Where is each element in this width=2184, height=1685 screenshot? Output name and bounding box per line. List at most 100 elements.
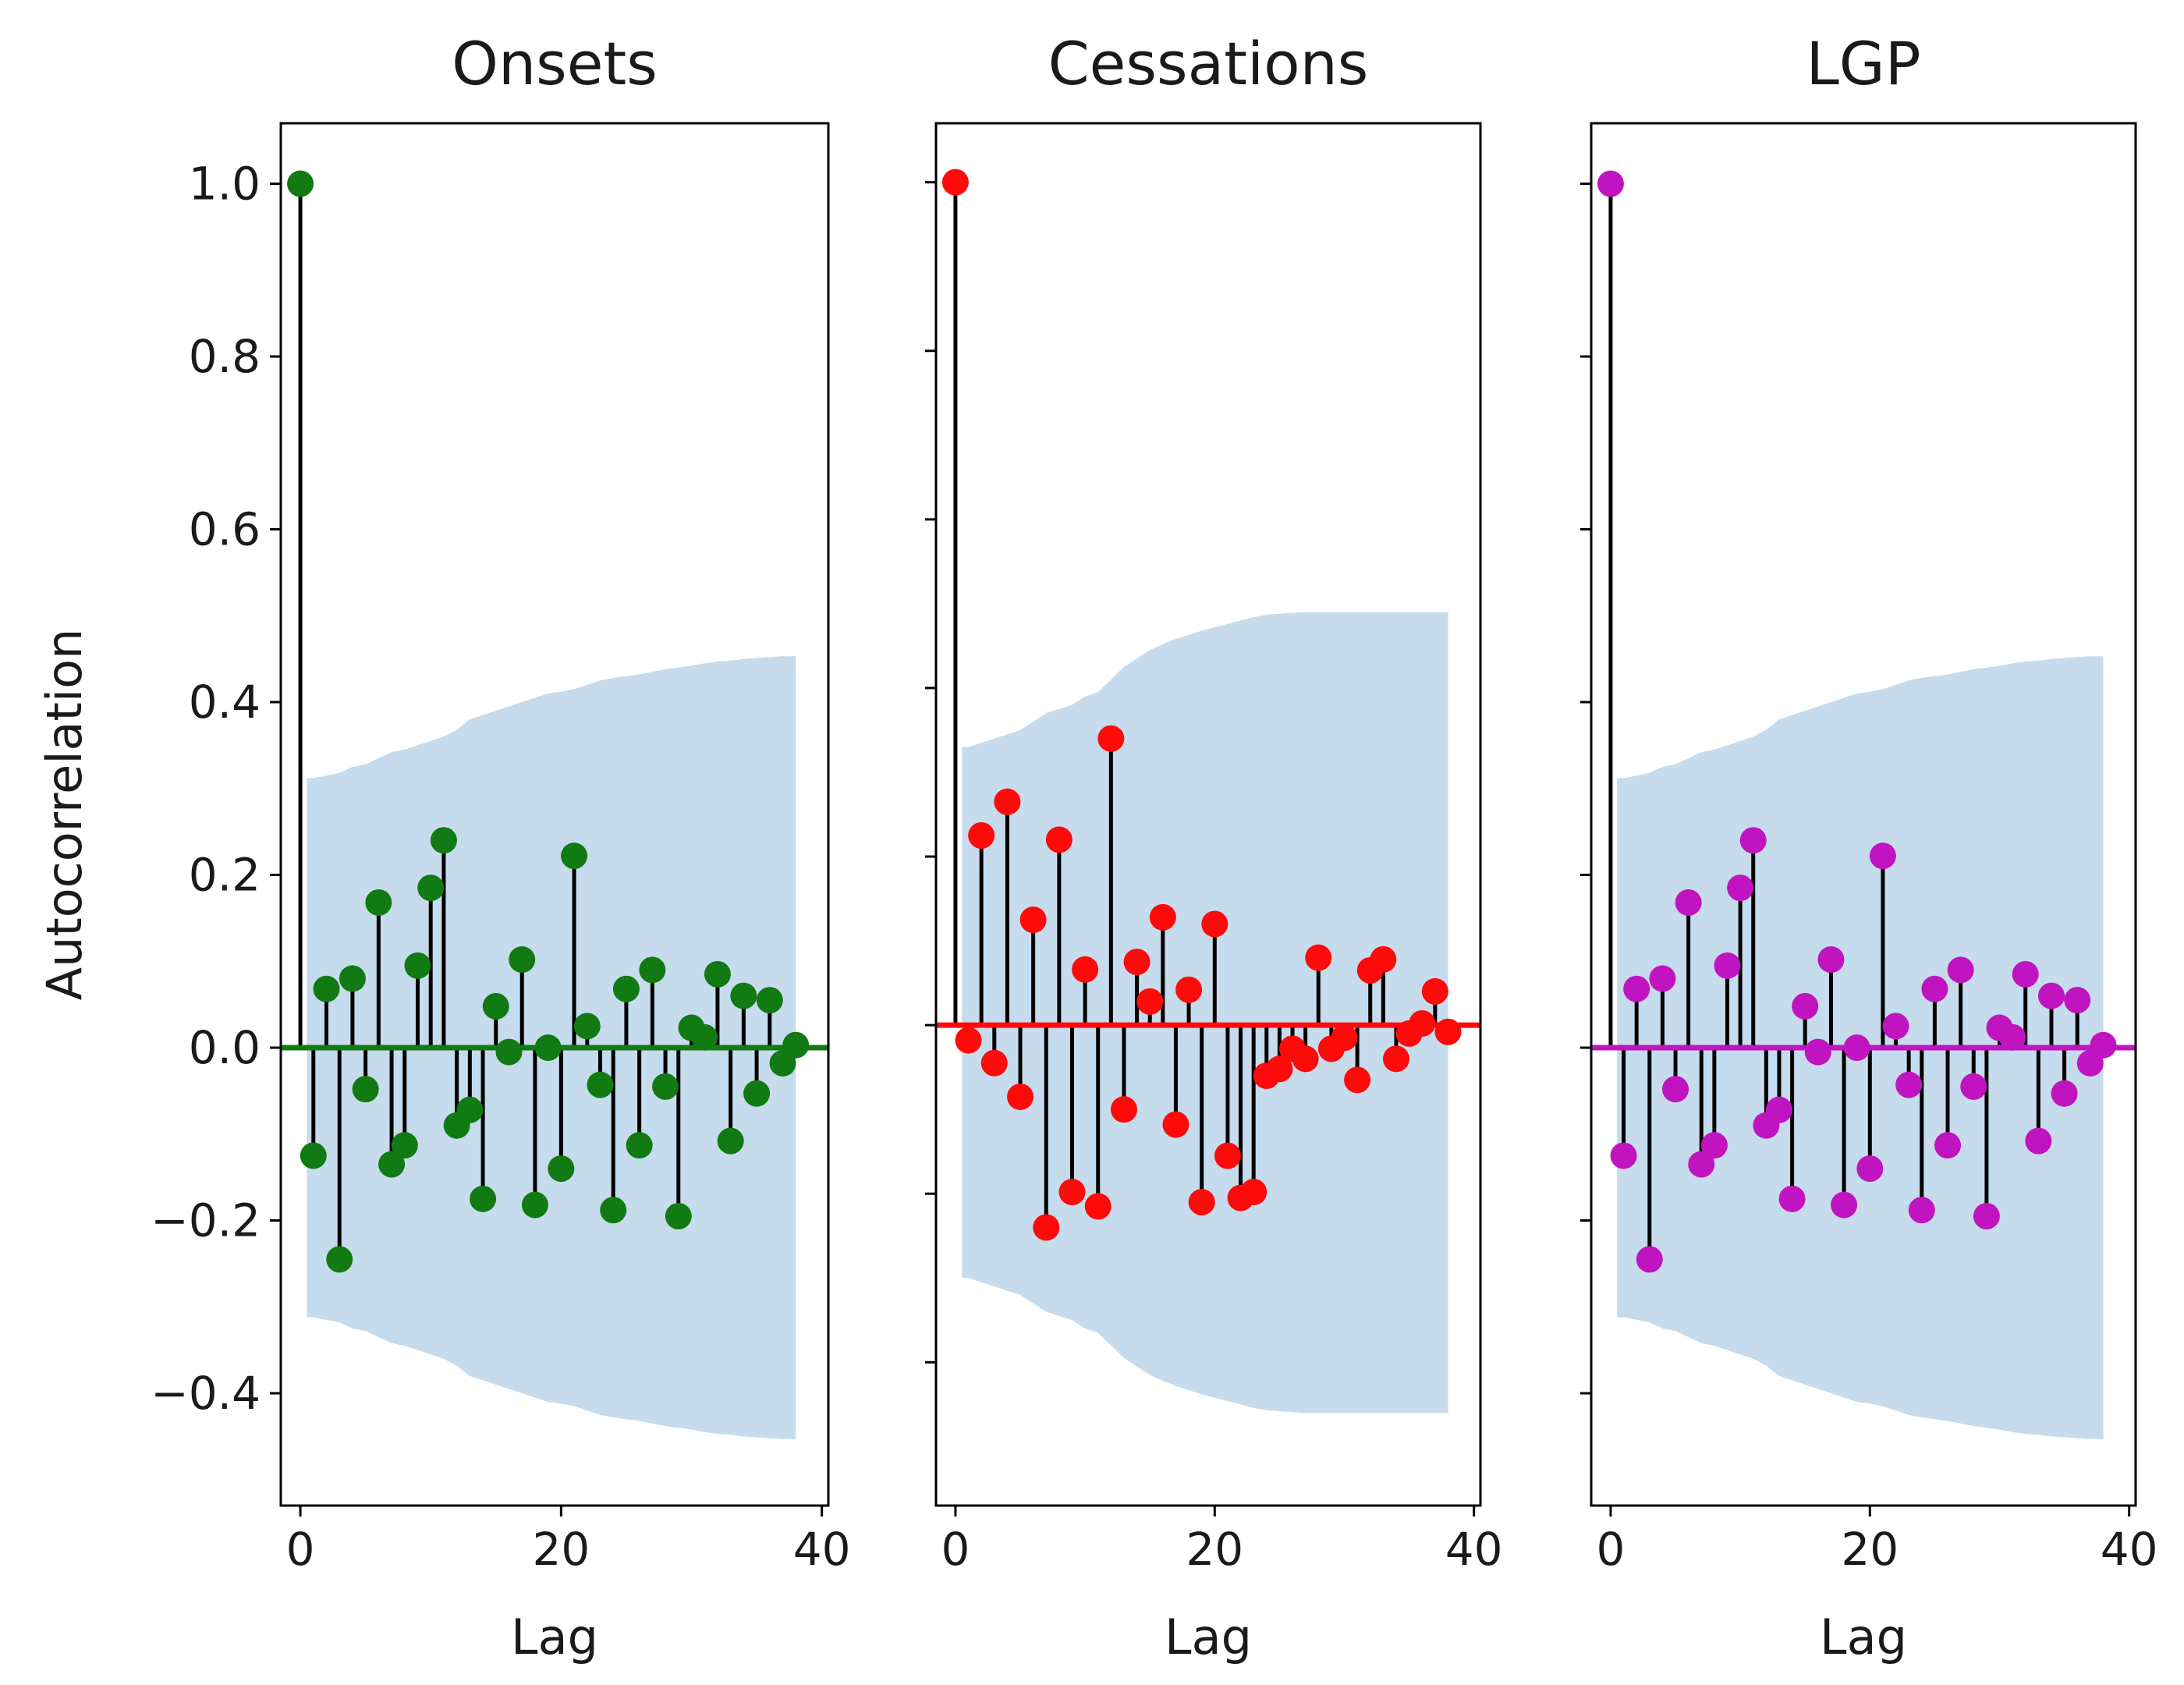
panel-2-marker-lag-7 xyxy=(1033,1214,1060,1241)
panel-2-marker-lag-36 xyxy=(1409,1009,1436,1037)
panel-2-marker-lag-13 xyxy=(1110,1096,1137,1123)
panel-1-xtick-label-0: 0 xyxy=(286,1523,315,1576)
panel-3-marker-lag-7 xyxy=(1688,1151,1715,1178)
panel-1-marker-lag-11 xyxy=(430,827,457,854)
panel-3-marker-lag-17 xyxy=(1817,946,1845,974)
panel-3-xlabel: Lag xyxy=(1820,1609,1907,1665)
panel-1-marker-lag-33 xyxy=(717,1127,744,1155)
panel-3-xtick-label-40: 40 xyxy=(2101,1523,2158,1576)
panel-1-marker-lag-0 xyxy=(287,170,314,197)
panel-2-marker-lag-16 xyxy=(1149,903,1176,931)
panel-1-marker-lag-26 xyxy=(626,1132,653,1159)
panel-2-marker-lag-14 xyxy=(1123,949,1150,976)
panel-1-marker-lag-18 xyxy=(521,1191,548,1219)
panel-1-marker-lag-23 xyxy=(587,1071,614,1098)
panel-1-ytick-label-0.2: 0.2 xyxy=(189,849,261,902)
panel-3-marker-lag-28 xyxy=(1960,1073,1987,1100)
panel-2-marker-lag-37 xyxy=(1421,977,1448,1005)
panel-2-marker-lag-34 xyxy=(1382,1045,1409,1073)
panel-1-xlabel: Lag xyxy=(511,1609,598,1665)
panel-3-marker-lag-25 xyxy=(1921,975,1948,1002)
panel-2-marker-lag-17 xyxy=(1162,1111,1190,1138)
panel-3-marker-lag-16 xyxy=(1804,1038,1831,1066)
panel-2-marker-lag-2 xyxy=(968,822,995,850)
panel-2-marker-lag-3 xyxy=(980,1049,1008,1077)
panel-1-marker-lag-4 xyxy=(339,965,366,992)
panel-2-marker-lag-38 xyxy=(1434,1018,1462,1045)
panel-1-ylabel: Autocorrelation xyxy=(36,629,93,1001)
panel-2-confidence-band xyxy=(962,612,1448,1414)
panel-2-marker-lag-21 xyxy=(1214,1142,1241,1169)
panel-1-ytick-label-−0.4: −0.4 xyxy=(151,1367,261,1420)
panel-3-marker-lag-4 xyxy=(1649,965,1676,992)
panel-1-marker-lag-13 xyxy=(456,1096,484,1123)
panel-3-marker-lag-31 xyxy=(1999,1023,2026,1051)
panel-3-marker-lag-2 xyxy=(1623,975,1650,1002)
panel-1-ytick-label-0.0: 0.0 xyxy=(189,1021,261,1074)
panel-3-marker-lag-35 xyxy=(2051,1080,2078,1107)
panel-1-marker-lag-14 xyxy=(470,1185,497,1212)
panel-2-marker-lag-25 xyxy=(1266,1055,1293,1083)
panel-1-marker-lag-15 xyxy=(482,992,509,1020)
panel-1-marker-lag-38 xyxy=(782,1031,810,1059)
panel-2-marker-lag-28 xyxy=(1305,944,1332,971)
panel-1-marker-lag-29 xyxy=(665,1202,692,1229)
panel-1-marker-lag-10 xyxy=(417,874,445,902)
panel-3-marker-lag-32 xyxy=(2012,960,2039,988)
panel-2-marker-lag-5 xyxy=(1007,1083,1034,1110)
panel-1-marker-lag-17 xyxy=(509,946,536,974)
panel-1-ytick-label-−0.2: −0.2 xyxy=(151,1194,261,1247)
panel-2-marker-lag-27 xyxy=(1292,1045,1319,1073)
panel-3-marker-lag-29 xyxy=(1973,1202,2000,1229)
panel-2-marker-lag-18 xyxy=(1175,976,1203,1003)
panel-2-xtick-label-40: 40 xyxy=(1445,1523,1503,1576)
panel-1-marker-lag-32 xyxy=(704,960,731,988)
panel-3-marker-lag-34 xyxy=(2037,982,2065,1009)
panel-1-marker-lag-35 xyxy=(743,1080,771,1107)
panel-3-marker-lag-9 xyxy=(1714,952,1741,979)
panel-2-marker-lag-4 xyxy=(994,788,1021,815)
panel-1-marker-lag-25 xyxy=(612,975,640,1002)
panel-1-marker-lag-20 xyxy=(548,1155,575,1183)
panel-3-marker-lag-11 xyxy=(1739,827,1767,854)
panel-3-frame xyxy=(1590,122,2137,1507)
panel-2-marker-lag-0 xyxy=(941,168,969,196)
panel-1-xtick-label-40: 40 xyxy=(793,1523,851,1576)
panel-3-marker-lag-21 xyxy=(1869,842,1896,870)
panel-1-marker-lag-1 xyxy=(300,1142,327,1169)
panel-1-marker-lag-21 xyxy=(561,842,588,870)
panel-3-marker-lag-1 xyxy=(1610,1142,1637,1169)
panel-2-marker-lag-31 xyxy=(1344,1066,1371,1094)
panel-2-xtick-label-20: 20 xyxy=(1186,1523,1243,1576)
panel-1-marker-lag-19 xyxy=(534,1034,562,1062)
panel-3-marker-lag-5 xyxy=(1662,1076,1689,1103)
panel-1-marker-lag-27 xyxy=(639,956,666,984)
panel-1-marker-lag-8 xyxy=(391,1132,418,1159)
panel-2-xtick-label-0: 0 xyxy=(941,1523,970,1576)
panel-2-xlabel: Lag xyxy=(1165,1609,1252,1665)
panel-3-marker-lag-8 xyxy=(1700,1132,1728,1159)
panel-2-marker-lag-8 xyxy=(1045,826,1072,853)
panel-1-xtick-label-20: 20 xyxy=(532,1523,590,1576)
panel-2-marker-lag-11 xyxy=(1084,1193,1112,1220)
panel-3-xtick-label-20: 20 xyxy=(1841,1523,1899,1576)
panel-1-marker-lag-16 xyxy=(495,1038,523,1066)
panel-3-xtick-label-0: 0 xyxy=(1596,1523,1625,1576)
panel-3-marker-lag-0 xyxy=(1597,170,1624,197)
panel-1-ytick-label-0.4: 0.4 xyxy=(189,676,261,729)
panel-1-marker-lag-34 xyxy=(730,982,757,1009)
panel-1-marker-lag-36 xyxy=(756,987,783,1014)
panel-2-marker-lag-30 xyxy=(1331,1024,1358,1052)
panel-3-marker-lag-3 xyxy=(1636,1246,1663,1273)
panel-1-marker-lag-24 xyxy=(600,1197,627,1224)
panel-3-marker-lag-10 xyxy=(1727,874,1754,902)
panel-3-marker-lag-24 xyxy=(1908,1197,1935,1224)
panel-2-marker-lag-9 xyxy=(1058,1179,1086,1206)
panel-2-frame xyxy=(934,122,1482,1507)
panel-1-frame xyxy=(279,122,830,1507)
panel-2-marker-lag-10 xyxy=(1072,956,1099,983)
panel-1-marker-lag-31 xyxy=(691,1023,718,1051)
panel-3-marker-lag-26 xyxy=(1934,1132,1962,1159)
